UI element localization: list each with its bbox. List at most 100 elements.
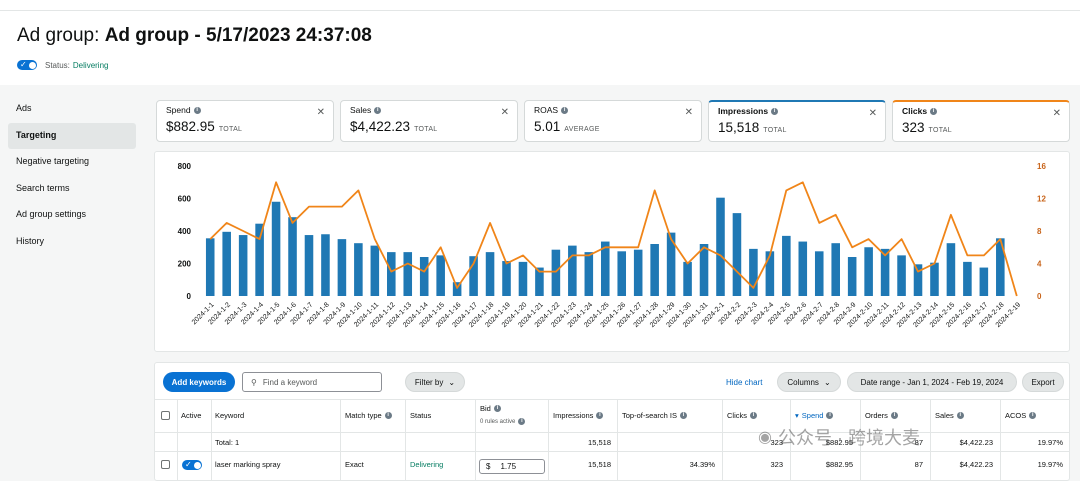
impressions-bar bbox=[880, 248, 890, 296]
info-icon[interactable]: i bbox=[771, 107, 779, 115]
header-top-of-search[interactable]: Top-of-search IS i bbox=[622, 411, 688, 420]
metric-card-sales[interactable]: Sales i $4,422.23 TOTAL ✕ bbox=[340, 100, 518, 142]
sidebar-item-ad-group-settings[interactable]: Ad group settings bbox=[16, 209, 87, 219]
impressions-bar bbox=[370, 245, 380, 296]
metric-card-roas[interactable]: ROAS i 5.01 AVERAGE ✕ bbox=[524, 100, 702, 142]
close-icon[interactable]: ✕ bbox=[684, 107, 693, 118]
impressions-bar bbox=[963, 261, 972, 296]
info-icon[interactable]: i bbox=[374, 106, 382, 114]
impressions-bar bbox=[798, 241, 808, 296]
header-status[interactable]: Status bbox=[410, 411, 432, 420]
total-clicks: 323 bbox=[770, 438, 783, 447]
header-bid[interactable]: Bid i bbox=[480, 404, 501, 413]
acos-value: 19.97% bbox=[1037, 460, 1063, 469]
header-keyword[interactable]: Keyword bbox=[215, 411, 245, 420]
impressions-bar bbox=[716, 197, 725, 296]
metric-value: 323 bbox=[902, 120, 925, 135]
bid-input[interactable]: $ 1.75 bbox=[479, 459, 545, 474]
info-icon[interactable]: i bbox=[193, 106, 201, 114]
metric-unit: TOTAL bbox=[763, 127, 787, 134]
metric-value: 15,518 bbox=[718, 120, 760, 135]
close-icon[interactable]: ✕ bbox=[1052, 108, 1061, 119]
close-icon[interactable]: ✕ bbox=[500, 107, 509, 118]
info-icon[interactable]: i bbox=[930, 107, 938, 115]
header-impressions[interactable]: Impressions i bbox=[553, 411, 604, 420]
impressions-bar bbox=[979, 267, 989, 296]
filter-by-button[interactable]: Filter by ⌄ bbox=[405, 372, 465, 392]
header-orders[interactable]: Orders i bbox=[865, 411, 898, 420]
impressions-bar bbox=[469, 256, 478, 296]
impressions-bar bbox=[288, 217, 297, 296]
sidebar-item-ads[interactable]: Ads bbox=[16, 103, 32, 113]
header-clicks[interactable]: Clicks i bbox=[727, 411, 757, 420]
keyword-text[interactable]: laser marking spray bbox=[215, 460, 281, 469]
ad-group-active-toggle[interactable]: ✓ bbox=[17, 60, 37, 70]
header-acos[interactable]: ACOS i bbox=[1005, 411, 1037, 420]
metric-card-spend[interactable]: Spend i $882.95 TOTAL ✕ bbox=[156, 100, 334, 142]
chevron-down-icon: ⌄ bbox=[448, 377, 456, 387]
column-divider bbox=[617, 399, 618, 481]
column-divider bbox=[548, 399, 549, 481]
sidebar-item-negative-targeting[interactable]: Negative targeting bbox=[16, 156, 90, 166]
keyword-active-toggle[interactable]: ✓ bbox=[182, 460, 202, 470]
date-range-button[interactable]: Date range - Jan 1, 2024 - Feb 19, 2024 bbox=[847, 372, 1017, 392]
impressions-bar bbox=[337, 239, 347, 296]
select-all-checkbox[interactable] bbox=[161, 411, 170, 420]
sales-value: $4,422.23 bbox=[959, 460, 993, 469]
info-icon[interactable]: i bbox=[826, 412, 834, 419]
y-tick-label-right: 4 bbox=[1037, 260, 1042, 269]
impressions-bar bbox=[502, 261, 511, 296]
info-icon[interactable]: i bbox=[750, 412, 757, 419]
info-icon[interactable]: i bbox=[956, 412, 964, 419]
page-title: Ad group: Ad group - 5/17/2023 24:37:08 bbox=[17, 25, 372, 46]
header-sales[interactable]: Sales i bbox=[935, 411, 964, 420]
close-icon[interactable]: ✕ bbox=[316, 107, 325, 118]
status-value: Delivering bbox=[72, 60, 109, 70]
close-icon[interactable]: ✕ bbox=[868, 108, 877, 119]
total-impressions: 15,518 bbox=[588, 438, 611, 447]
impressions-bar bbox=[551, 249, 561, 296]
columns-button[interactable]: Columns ⌄ bbox=[777, 372, 841, 392]
metric-value: $4,422.23 bbox=[350, 119, 411, 134]
total-acos: 19.97% bbox=[1037, 438, 1063, 447]
row-checkbox[interactable] bbox=[161, 460, 170, 469]
metric-unit: TOTAL bbox=[218, 126, 243, 133]
info-icon[interactable]: i bbox=[1029, 412, 1037, 419]
y-tick-label-left: 600 bbox=[178, 195, 192, 204]
info-icon[interactable]: i bbox=[890, 412, 898, 419]
header-match-type[interactable]: Match type i bbox=[345, 411, 392, 420]
impressions-bar bbox=[650, 244, 659, 296]
impressions-bar bbox=[782, 235, 791, 296]
metric-card-impressions[interactable]: Impressions i 15,518 TOTAL ✕ bbox=[708, 100, 886, 142]
impressions-bar bbox=[847, 257, 857, 296]
export-button[interactable]: Export bbox=[1022, 372, 1064, 392]
header-spend[interactable]: ▾ Spend i bbox=[795, 411, 834, 420]
search-input[interactable]: ⚲ Find a keyword bbox=[242, 372, 382, 392]
column-divider bbox=[1000, 399, 1001, 481]
sidebar-item-history[interactable]: History bbox=[16, 235, 45, 246]
impressions-bar bbox=[683, 261, 692, 296]
info-icon[interactable]: i bbox=[518, 418, 526, 425]
info-icon[interactable]: i bbox=[680, 412, 688, 419]
column-divider bbox=[790, 399, 791, 481]
sidebar-item-targeting[interactable]: Targeting bbox=[8, 122, 136, 149]
add-keywords-button[interactable]: Add keywords bbox=[163, 372, 235, 392]
metric-label: ROAS bbox=[534, 105, 559, 115]
sidebar-item-search-terms[interactable]: Search terms bbox=[16, 182, 70, 193]
bid-rules-subtext[interactable]: 0 rules active i bbox=[480, 418, 526, 425]
impressions-bar bbox=[765, 251, 775, 296]
chevron-down-icon: ⌄ bbox=[823, 377, 831, 387]
metric-card-clicks[interactable]: Clicks i 323 TOTAL ✕ bbox=[892, 100, 1070, 142]
metric-label: Impressions bbox=[718, 106, 769, 116]
info-icon[interactable]: i bbox=[384, 412, 392, 419]
impressions-bar bbox=[387, 252, 396, 296]
info-icon[interactable]: i bbox=[596, 412, 604, 419]
impressions-bar bbox=[600, 241, 610, 296]
hide-chart-link[interactable]: Hide chart bbox=[726, 378, 763, 387]
clicks-value: 323 bbox=[770, 460, 783, 469]
impressions-bar bbox=[831, 243, 840, 296]
y-tick-label-right: 12 bbox=[1037, 195, 1046, 204]
impressions-bar bbox=[222, 231, 231, 296]
info-icon[interactable]: i bbox=[561, 106, 569, 114]
info-icon[interactable]: i bbox=[493, 405, 501, 412]
